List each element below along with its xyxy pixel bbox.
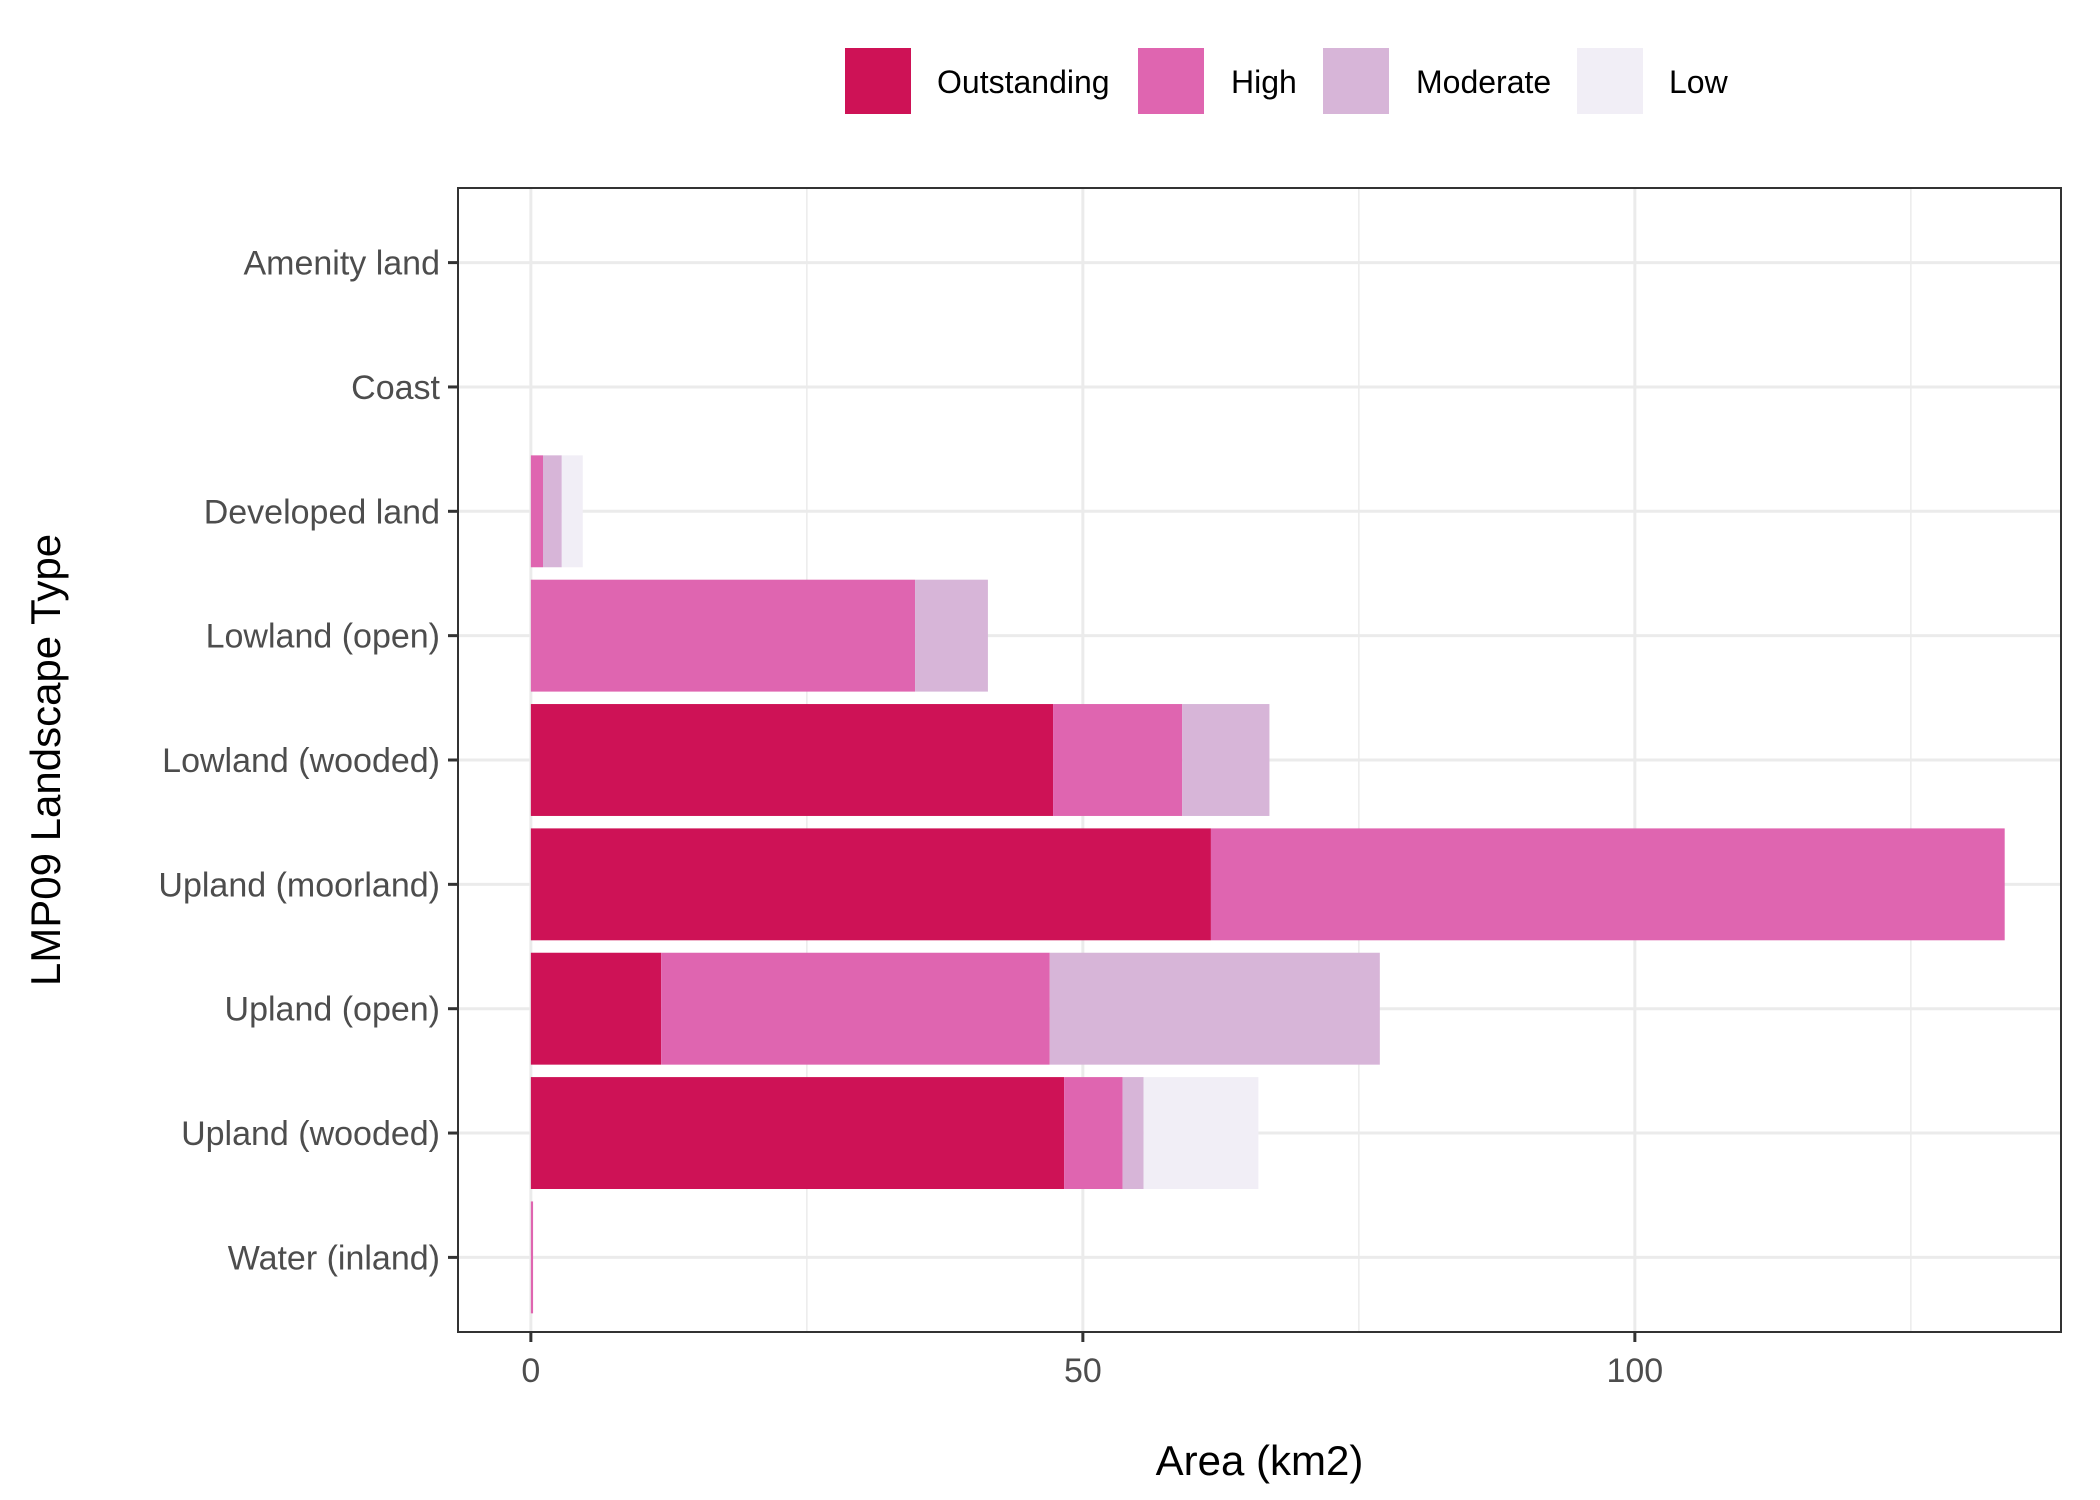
y-tick-label: Lowland (open) [206,618,440,656]
y-tick-label: Water (inland) [228,1239,440,1277]
bar-developed-land-low [561,455,583,568]
x-tick-label: 100 [1606,1352,1663,1390]
y-axis: Amenity land Coast Developed land Lowland (… [158,245,458,1277]
legend-label-high: High [1231,64,1297,100]
y-tick-label: Upland (moorland) [158,866,440,904]
bar-lowland-wooded-outstanding [530,704,1054,816]
bar-developed-land-high [530,455,544,568]
legend-label-low: Low [1669,64,1729,100]
y-tick-label: Upland (wooded) [181,1115,440,1153]
bar-upland-wooded-low [1143,1077,1259,1189]
legend-key-moderate [1323,48,1389,114]
legend: Outstanding High Moderate Low [845,48,1729,114]
x-tick-label: 0 [521,1352,540,1390]
bar-upland-wooded-outstanding [530,1077,1065,1189]
bar-upland-open-high [661,952,1050,1065]
legend-key-outstanding [845,48,911,114]
y-axis-title: LMP09 Landscape Type [22,534,69,986]
bar-lowland-wooded-moderate [1182,704,1270,816]
bar-upland-wooded-high [1064,1077,1123,1189]
bar-upland-wooded-moderate [1122,1077,1144,1189]
bar-lowland-open-moderate [915,579,988,692]
x-axis: 0 50 100 [521,1332,1663,1390]
y-tick-label: Lowland (wooded) [162,742,440,780]
bar-upland-moorland-high [1210,828,2005,941]
y-tick-label: Upland (open) [225,991,440,1029]
x-tick-label: 50 [1064,1352,1102,1390]
bar-lowland-open-high [530,579,916,692]
bar-lowland-wooded-high [1053,704,1183,816]
legend-label-moderate: Moderate [1416,64,1551,100]
bar-upland-moorland-outstanding [530,828,1211,941]
y-tick-label: Amenity land [243,245,440,283]
plot-panel [457,187,2062,1333]
bar-developed-land-moderate [543,455,562,568]
bar-upland-open-outstanding [530,952,662,1065]
bar-upland-open-moderate [1049,952,1380,1065]
bars [530,455,2005,1314]
bar-water-inland-high [530,1201,534,1314]
legend-label-outstanding: Outstanding [937,64,1110,100]
legend-key-high [1138,48,1204,114]
legend-key-low [1577,48,1643,114]
y-tick-label: Coast [351,369,440,407]
x-axis-title: Area (km2) [1156,1437,1364,1484]
y-tick-label: Developed land [204,493,440,531]
